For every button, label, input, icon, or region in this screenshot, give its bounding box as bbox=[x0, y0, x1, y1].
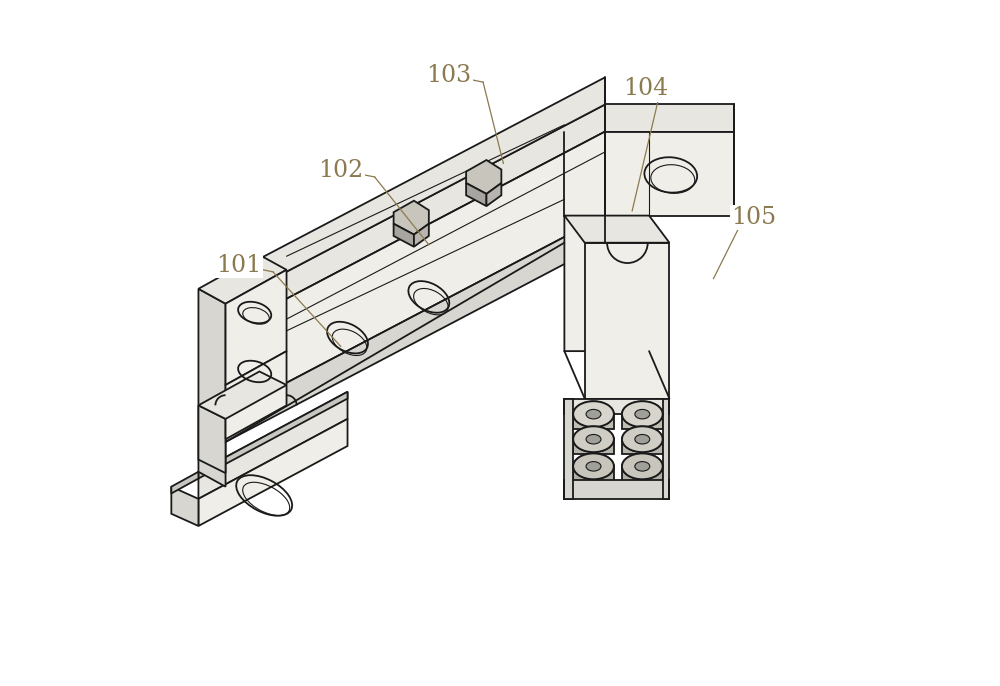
Polygon shape bbox=[605, 132, 734, 215]
Ellipse shape bbox=[635, 410, 650, 419]
Polygon shape bbox=[486, 183, 501, 206]
Ellipse shape bbox=[586, 410, 601, 419]
Text: 101: 101 bbox=[216, 254, 262, 276]
Polygon shape bbox=[226, 132, 605, 415]
Polygon shape bbox=[198, 371, 287, 419]
Polygon shape bbox=[605, 215, 649, 351]
Ellipse shape bbox=[573, 453, 614, 480]
Polygon shape bbox=[394, 224, 414, 247]
Ellipse shape bbox=[586, 462, 601, 471]
Polygon shape bbox=[622, 466, 663, 482]
Ellipse shape bbox=[622, 401, 663, 427]
Polygon shape bbox=[226, 351, 287, 439]
Ellipse shape bbox=[622, 427, 663, 452]
Polygon shape bbox=[564, 215, 669, 243]
Ellipse shape bbox=[622, 453, 663, 480]
Polygon shape bbox=[622, 439, 663, 454]
Polygon shape bbox=[171, 486, 198, 526]
Polygon shape bbox=[226, 78, 605, 304]
Ellipse shape bbox=[635, 462, 650, 471]
Ellipse shape bbox=[573, 401, 614, 427]
Ellipse shape bbox=[586, 434, 601, 444]
Ellipse shape bbox=[622, 427, 663, 452]
Polygon shape bbox=[585, 243, 669, 399]
Ellipse shape bbox=[635, 434, 650, 444]
Polygon shape bbox=[198, 392, 348, 479]
Polygon shape bbox=[663, 399, 669, 499]
Polygon shape bbox=[573, 414, 614, 429]
Polygon shape bbox=[171, 472, 198, 493]
Polygon shape bbox=[226, 270, 287, 385]
Polygon shape bbox=[198, 392, 348, 499]
Polygon shape bbox=[466, 183, 486, 206]
Polygon shape bbox=[198, 405, 226, 473]
Polygon shape bbox=[573, 466, 614, 482]
Ellipse shape bbox=[573, 427, 614, 452]
Polygon shape bbox=[226, 104, 605, 331]
Ellipse shape bbox=[622, 453, 663, 480]
Polygon shape bbox=[198, 255, 287, 304]
Text: 104: 104 bbox=[623, 78, 668, 100]
Text: 102: 102 bbox=[318, 158, 363, 182]
Polygon shape bbox=[564, 399, 573, 499]
Polygon shape bbox=[622, 414, 663, 429]
Polygon shape bbox=[564, 215, 605, 351]
Ellipse shape bbox=[573, 401, 614, 427]
Polygon shape bbox=[573, 439, 614, 454]
Polygon shape bbox=[198, 419, 348, 526]
Polygon shape bbox=[564, 399, 669, 414]
Ellipse shape bbox=[573, 453, 614, 480]
Polygon shape bbox=[198, 289, 226, 486]
Ellipse shape bbox=[573, 427, 614, 452]
Ellipse shape bbox=[622, 401, 663, 427]
Polygon shape bbox=[466, 160, 501, 194]
Text: 105: 105 bbox=[732, 206, 777, 229]
Polygon shape bbox=[226, 215, 605, 442]
Text: 103: 103 bbox=[427, 64, 472, 87]
Polygon shape bbox=[414, 224, 429, 247]
Polygon shape bbox=[564, 480, 669, 499]
Polygon shape bbox=[605, 104, 734, 132]
Polygon shape bbox=[394, 201, 429, 235]
